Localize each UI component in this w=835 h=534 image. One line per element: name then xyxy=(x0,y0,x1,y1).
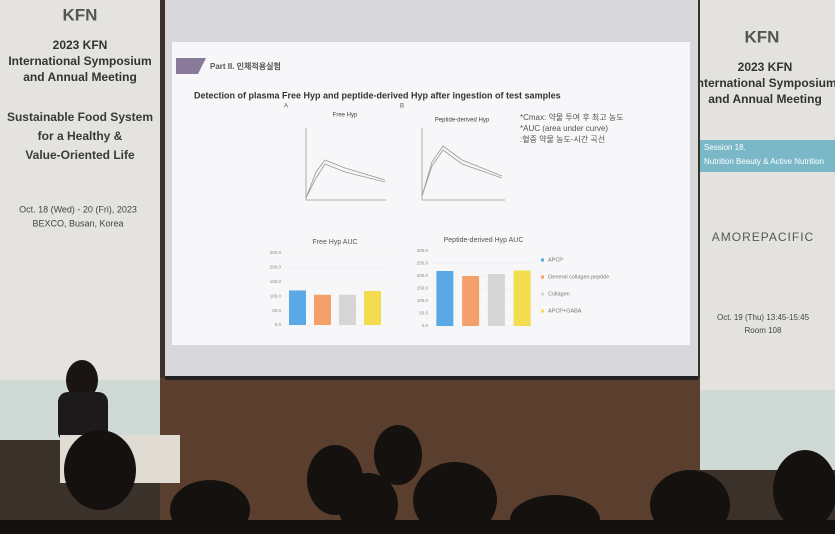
y-tick-label: 150.0 xyxy=(417,286,429,291)
slide xyxy=(172,42,690,345)
y-tick-label: 0.0 xyxy=(275,322,282,327)
y-tick-label: 200.0 xyxy=(270,265,282,270)
banner-dates: Oct. 18 (Wed) - 20 (Fri), 2023 xyxy=(19,204,137,214)
y-tick-label: 100.0 xyxy=(270,293,282,298)
y-tick-label: 100.0 xyxy=(417,298,429,303)
audience xyxy=(0,425,835,534)
y-tick-label: 250.0 xyxy=(417,261,429,266)
curve xyxy=(421,145,503,197)
head xyxy=(773,450,835,530)
line-chart-title: Free Hyp xyxy=(333,113,358,119)
banner-title: 2023 KFN xyxy=(53,38,108,52)
head xyxy=(650,470,730,534)
logo: KFN xyxy=(63,5,98,24)
session: Session 18. xyxy=(704,143,746,152)
y-tick-label: 50.0 xyxy=(272,308,281,313)
banner-theme: for a Healthy & xyxy=(38,129,123,143)
bar xyxy=(436,271,454,326)
banner-theme: Sustainable Food System xyxy=(7,110,153,124)
legend-swatch xyxy=(541,275,544,279)
banner-title: and Annual Meeting xyxy=(708,92,822,106)
legend-swatch xyxy=(541,258,544,262)
curve xyxy=(305,159,386,199)
head xyxy=(374,425,422,485)
auc-title: Free Hyp AUC xyxy=(312,239,357,246)
auc-title: Peptide-derived Hyp AUC xyxy=(444,237,524,244)
banner-title: International Symposium xyxy=(693,76,835,90)
y-tick-label: 200.0 xyxy=(417,273,429,278)
banner-title: and Annual Meeting xyxy=(23,70,137,84)
seats xyxy=(0,520,835,534)
banner-theme: Value-Oriented Life xyxy=(25,148,135,162)
bar xyxy=(513,270,531,326)
axes xyxy=(421,128,505,201)
axes xyxy=(305,128,386,201)
legend-label: APCP xyxy=(548,257,563,263)
bar xyxy=(487,274,505,326)
bar xyxy=(364,291,381,325)
line-chart-b xyxy=(421,128,505,201)
head xyxy=(64,430,136,510)
y-tick-label: 150.0 xyxy=(270,279,282,284)
line-chart-title: Peptide-derived Hyp xyxy=(435,118,490,124)
section-marker xyxy=(176,58,206,74)
legend-swatch xyxy=(541,292,544,296)
note: :혈중 약물 농도-시간 곡선 xyxy=(520,134,605,144)
curve xyxy=(305,163,386,199)
slide-heading: Detection of plasma Free Hyp and peptide… xyxy=(194,90,561,100)
banner-title: International Symposium xyxy=(8,54,151,68)
logo: KFN xyxy=(745,27,780,46)
panel-label: B xyxy=(400,104,404,110)
speaker-body xyxy=(58,392,108,442)
bar xyxy=(462,276,480,326)
head xyxy=(413,462,497,534)
panel-label: A xyxy=(284,104,288,110)
bar xyxy=(339,294,356,325)
screen-frame xyxy=(165,376,698,380)
legend-swatch xyxy=(541,309,544,313)
head xyxy=(338,473,398,534)
y-tick-label: 300.0 xyxy=(417,248,429,253)
line-chart-a xyxy=(305,128,386,201)
banner-venue: BEXCO, Busan, Korea xyxy=(32,218,123,228)
legend-label: APCP+GABA xyxy=(548,308,582,314)
curve xyxy=(421,149,503,197)
y-tick-label: 50.0 xyxy=(419,311,428,316)
note: *AUC (area under curve) xyxy=(520,124,608,133)
session-time: Oct. 19 (Thu) 13:45-15:45 xyxy=(717,313,810,322)
note: *Cmax: 약물 투여 후 최고 농도 xyxy=(520,112,624,122)
bar xyxy=(314,294,331,325)
banner-title: 2023 KFN xyxy=(738,60,793,74)
y-tick-label: 250.0 xyxy=(270,250,282,255)
session: Nutrition Beauty & Active Nutrition xyxy=(704,157,824,166)
section: Part II. 인체적용실험 xyxy=(210,61,281,71)
legend-label: General collagen peptide xyxy=(548,274,609,280)
y-tick-label: 0.0 xyxy=(422,323,429,328)
speaker-head xyxy=(66,360,98,400)
session-band xyxy=(700,140,835,172)
legend-label: Collagen xyxy=(548,291,570,297)
auc-charts: Free Hyp AUC 0.0 50.0 100.0 150.0 200.0 250.0 P… xyxy=(270,237,609,328)
sponsor: AMOREPACIFIC xyxy=(712,230,814,244)
room: Room 108 xyxy=(745,326,782,335)
bar xyxy=(289,290,306,325)
